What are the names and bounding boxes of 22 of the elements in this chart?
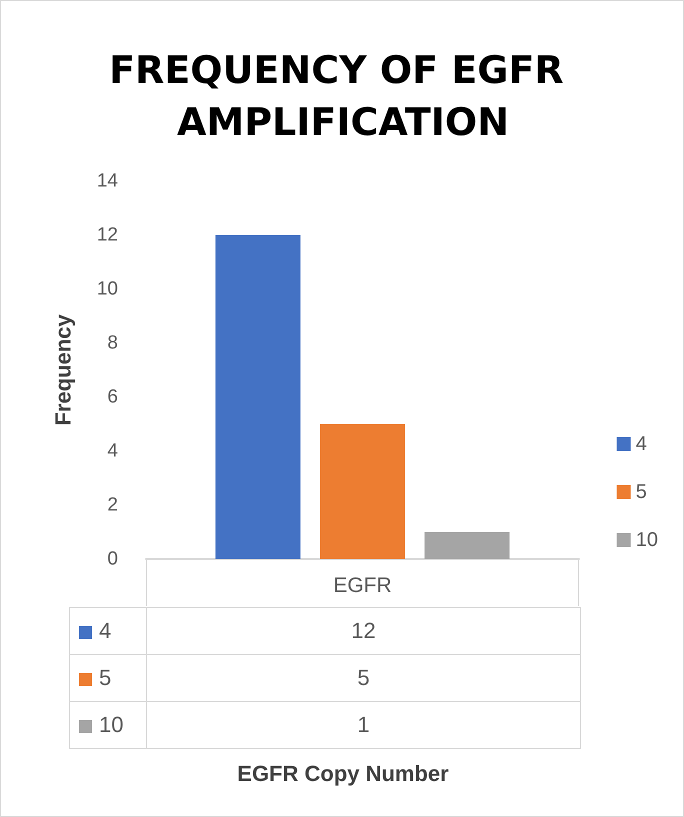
text: 4 [636, 433, 647, 455]
legend-label: 5 [636, 481, 647, 503]
y-tick-label: 0 [107, 548, 118, 570]
bar [215, 235, 300, 559]
y-tick-label: 4 [107, 440, 118, 462]
x-tick-label: EGFR [333, 574, 392, 597]
bar [320, 424, 405, 559]
text: 5 [99, 665, 112, 690]
chart-title: FREQUENCY OF EGFR AMPLIFICATION [109, 48, 577, 144]
y-axis-title: Frequency [50, 314, 76, 426]
y-tick-label: 8 [107, 332, 118, 354]
text: 1 [146, 702, 580, 748]
text: 12 [146, 608, 580, 654]
text: EGFR Copy Number [236, 761, 450, 787]
y-tick-label: 10 [96, 278, 118, 300]
text: 5 [146, 654, 580, 702]
y-tick-label: 12 [96, 224, 118, 246]
bar [424, 532, 510, 559]
legend-label: 10 [636, 529, 658, 551]
y-tick-label: 2 [107, 494, 118, 516]
y-tick-label: 14 [96, 170, 118, 192]
y-tick-label: 6 [107, 386, 118, 408]
